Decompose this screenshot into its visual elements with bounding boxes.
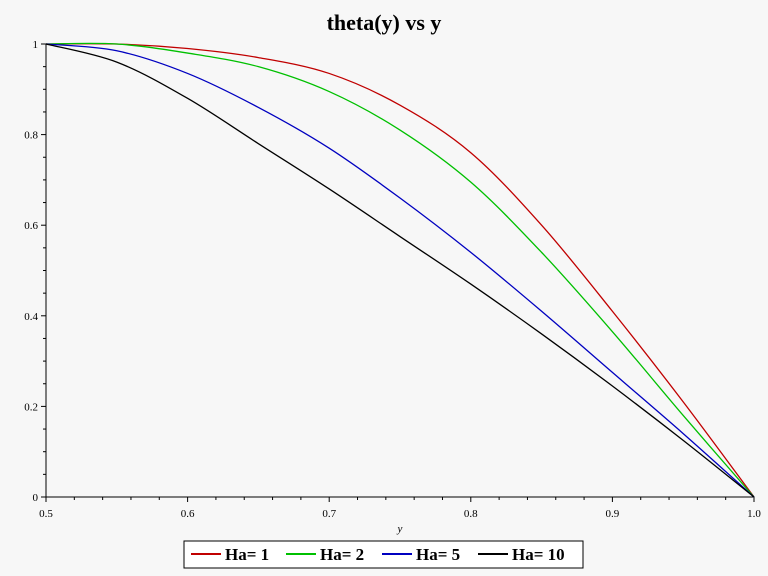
series-line-2 bbox=[45, 42, 755, 498]
y-tick-label: 1 bbox=[33, 39, 39, 51]
y-tick-label: 0.8 bbox=[24, 130, 38, 142]
legend-label-4: Ha= 10 bbox=[512, 545, 565, 564]
x-tick-label: 0.9 bbox=[606, 508, 620, 520]
legend-label-2: Ha= 2 bbox=[320, 545, 364, 564]
legend: Ha= 1 Ha= 2 Ha= 5 Ha= 10 bbox=[183, 540, 584, 569]
y-tick-label: 0.4 bbox=[24, 311, 38, 323]
x-tick-label: 0.5 bbox=[39, 508, 53, 520]
x-tick-label: 0.6 bbox=[181, 508, 195, 520]
x-axis-label: y bbox=[397, 523, 403, 535]
y-tick-label: 0 bbox=[33, 492, 39, 504]
axes: 0.5 0.6 0.7 0.8 0.9 1.0 0 0.2 0.4 0.6 0.8 1 bbox=[24, 39, 761, 520]
y-tick-label: 0.6 bbox=[24, 220, 38, 232]
x-tick-label: 1.0 bbox=[747, 508, 761, 520]
series-lines bbox=[45, 42, 755, 498]
x-tick-label: 0.7 bbox=[322, 508, 336, 520]
series-line-1 bbox=[45, 43, 755, 498]
legend-label-1: Ha= 1 bbox=[225, 545, 269, 564]
y-tick-label: 0.2 bbox=[24, 401, 38, 413]
series-line-3 bbox=[45, 43, 755, 498]
series-line-4 bbox=[45, 43, 755, 498]
legend-label-3: Ha= 5 bbox=[416, 545, 460, 564]
chart-title: theta(y) vs y bbox=[327, 10, 442, 35]
x-tick-label: 0.8 bbox=[464, 508, 478, 520]
